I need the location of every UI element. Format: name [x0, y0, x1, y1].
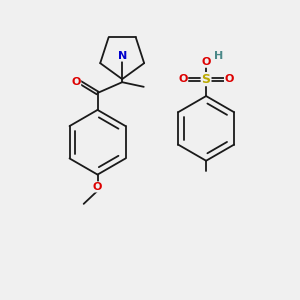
Text: N: N	[118, 51, 127, 61]
Text: O: O	[224, 74, 234, 84]
Text: H: H	[214, 51, 223, 61]
Text: S: S	[202, 73, 211, 85]
Text: O: O	[178, 74, 188, 84]
Text: O: O	[201, 57, 211, 67]
Text: O: O	[93, 182, 102, 192]
Text: O: O	[71, 77, 81, 87]
